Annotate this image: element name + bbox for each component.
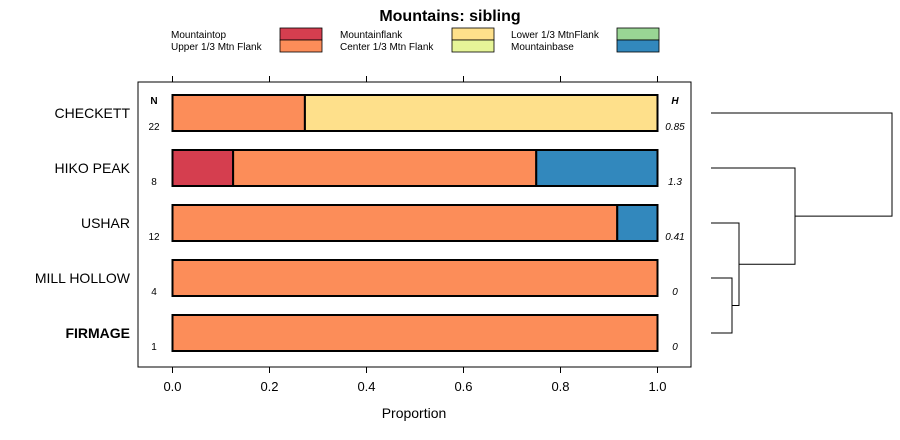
legend-label-mountainflank: Mountainflank [340, 30, 403, 41]
bar-segment-upper-1-3-mtn-flank [171, 259, 659, 297]
legend-label-lower-1-3-mtnflank: Lower 1/3 MtnFlank [511, 30, 600, 41]
bar-segment-upper-1-3-mtn-flank [171, 94, 306, 132]
category-label: CHECKETT [55, 105, 131, 121]
h-value: 0 [672, 342, 678, 353]
dendrogram-branch-2 [711, 222, 740, 306]
h-value: 1.3 [668, 177, 682, 188]
legend-swatch-mountaintop [279, 27, 323, 41]
legend-swatch-lower-1-3-mtnflank [616, 27, 660, 41]
legend-label-mountaintop: Mountaintop [171, 30, 226, 41]
x-axis: 0.0 0.2 0.4 0.6 0.8 1.0 [163, 76, 667, 394]
dendrogram-branch-3 [711, 167, 796, 265]
dendrogram-branch-4 [711, 112, 893, 217]
h-value: 0.41 [665, 232, 684, 243]
x-tick-label: 0.0 [163, 379, 181, 394]
n-value: 22 [148, 122, 160, 133]
n-value: 8 [151, 177, 157, 188]
bar-row-hiko-peak: HIKO PEAK 8 1.3 [55, 149, 682, 188]
x-tick-label: 1.0 [648, 379, 666, 394]
bar-row-mill-hollow: MILL HOLLOW 4 0 [35, 259, 678, 298]
legend-swatch-mountainflank [451, 27, 495, 41]
legend-label-mountainbase: Mountainbase [511, 42, 574, 53]
x-tick-label: 0.8 [551, 379, 569, 394]
bar-row-checkett: CHECKETT 22 0.85 [55, 94, 685, 133]
x-tick-label: 0.6 [454, 379, 472, 394]
bar-segment-upper-1-3-mtn-flank [232, 149, 538, 187]
bar-segment-mountainflank [303, 94, 659, 132]
n-header: N [150, 96, 157, 107]
x-axis-title: Proportion [382, 405, 447, 421]
dendrogram-branch-1 [711, 277, 733, 334]
legend-label-upper-1-3-mtn-flank: Upper 1/3 Mtn Flank [171, 42, 263, 53]
bar-segment-mountainbase [616, 204, 659, 242]
bar-segment-mountainbase [535, 149, 659, 187]
bar-rows: CHECKETT 22 0.85 HIKO PEAK 8 1.3 USHAR 12 0.41 MI… [35, 94, 685, 353]
category-label: USHAR [81, 215, 130, 231]
n-value: 4 [151, 287, 157, 298]
legend-swatch-mountainbase [616, 39, 660, 53]
category-label: MILL HOLLOW [35, 270, 131, 286]
plot-frame [137, 81, 692, 368]
bar-row-ushar: USHAR 12 0.41 [81, 204, 685, 243]
h-header: H [671, 96, 679, 107]
chart-title: Mountains: sibling [379, 8, 520, 25]
bar-segment-upper-1-3-mtn-flank [171, 314, 659, 352]
x-tick-label: 0.2 [260, 379, 278, 394]
dendrogram [711, 112, 893, 334]
n-value: 12 [148, 232, 160, 243]
h-value: 0.85 [665, 122, 685, 133]
bar-row-firmage: FIRMAGE 1 0 [65, 314, 678, 353]
bar-segment-upper-1-3-mtn-flank [171, 204, 619, 242]
n-value: 1 [151, 342, 157, 353]
legend-swatch-upper-1-3-mtn-flank [279, 39, 323, 53]
legend-label-center-1-3-mtn-flank: Center 1/3 Mtn Flank [340, 42, 434, 53]
legend-swatch-center-1-3-mtn-flank [451, 39, 495, 53]
category-label: FIRMAGE [65, 325, 130, 341]
bar-segment-mountaintop [171, 149, 235, 187]
x-tick-label: 0.4 [357, 379, 375, 394]
category-label: HIKO PEAK [55, 160, 131, 176]
h-value: 0 [672, 287, 678, 298]
